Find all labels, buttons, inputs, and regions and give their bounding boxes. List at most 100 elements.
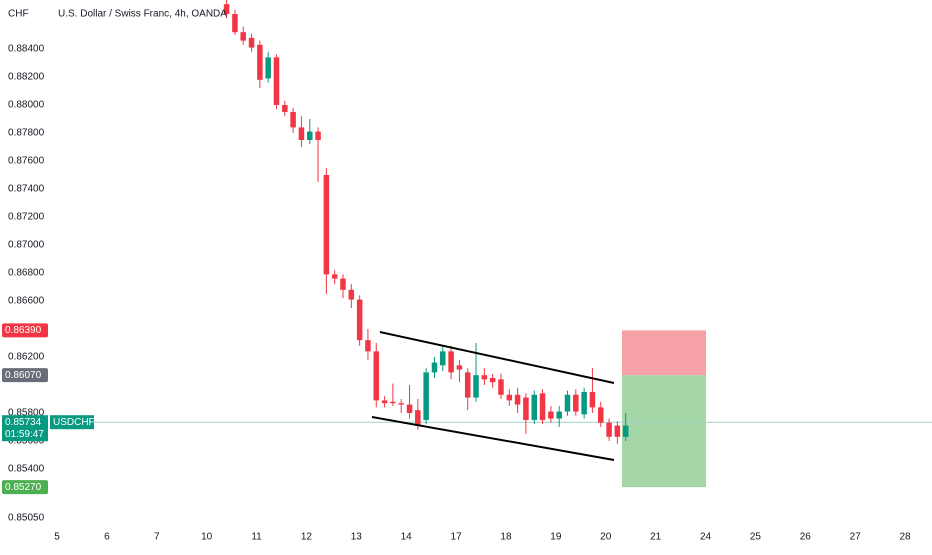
channel-upper bbox=[379, 331, 615, 384]
candle-body bbox=[323, 174, 330, 275]
x-tick-label: 11 bbox=[251, 532, 262, 543]
candle-body bbox=[548, 411, 554, 419]
symbol-badge: USDCHF bbox=[53, 417, 95, 428]
candle-body bbox=[315, 131, 321, 140]
candle-body bbox=[489, 377, 496, 383]
x-tick-label: 27 bbox=[850, 532, 862, 543]
x-tick-label: 24 bbox=[700, 532, 712, 543]
y-tick-label: 0.87400 bbox=[8, 184, 45, 195]
candle-body bbox=[415, 410, 421, 426]
candle-body bbox=[390, 401, 396, 404]
candle-body bbox=[340, 278, 346, 290]
y-tick-label: 0.85050 bbox=[8, 513, 45, 524]
candle-body bbox=[406, 404, 413, 413]
candle-body bbox=[398, 403, 404, 405]
candle-body bbox=[581, 391, 587, 415]
candle-body bbox=[356, 299, 363, 341]
x-tick-label: 25 bbox=[750, 532, 762, 543]
candle-body bbox=[248, 37, 255, 48]
candle-body bbox=[539, 393, 546, 420]
candle-body bbox=[348, 289, 355, 300]
currency-label: CHF bbox=[8, 9, 29, 20]
x-tick-label: 26 bbox=[800, 532, 812, 543]
y-tick-label: 0.86600 bbox=[8, 296, 45, 307]
entry-price-label: 0.86070 bbox=[5, 370, 42, 381]
stop-price-label: 0.86390 bbox=[5, 325, 42, 336]
candle-body bbox=[573, 394, 579, 412]
candle-body bbox=[365, 340, 371, 352]
candle-body bbox=[606, 422, 612, 437]
y-tick-label: 0.87000 bbox=[8, 240, 45, 251]
y-tick-label: 0.85800 bbox=[8, 408, 45, 419]
x-tick-label: 13 bbox=[351, 532, 363, 543]
candle-body bbox=[531, 394, 538, 420]
x-tick-label: 6 bbox=[104, 532, 110, 543]
chart-title: U.S. Dollar / Swiss Franc, 4h, OANDA bbox=[58, 9, 227, 20]
x-tick-label: 20 bbox=[600, 532, 612, 543]
candle-body bbox=[223, 4, 230, 14]
x-tick-label: 28 bbox=[899, 532, 911, 543]
candle-body bbox=[331, 274, 338, 279]
candle-body bbox=[373, 351, 380, 401]
candle-body bbox=[298, 127, 305, 140]
x-tick-label: 7 bbox=[154, 532, 160, 543]
candle-body bbox=[456, 365, 463, 370]
candle-body bbox=[523, 397, 529, 420]
y-tick-label: 0.88000 bbox=[8, 100, 45, 111]
candle-body bbox=[464, 372, 471, 398]
current-price-bg bbox=[2, 415, 48, 442]
y-tick-label: 0.87600 bbox=[8, 156, 45, 167]
candle-body bbox=[514, 394, 521, 405]
candle-body bbox=[556, 411, 562, 419]
candle-body bbox=[265, 57, 271, 79]
candle-body bbox=[473, 375, 479, 398]
candle-body bbox=[307, 131, 313, 140]
x-tick-label: 17 bbox=[451, 532, 463, 543]
target-price-label: 0.85270 bbox=[5, 482, 42, 493]
candle-body bbox=[498, 379, 504, 395]
candle-body bbox=[257, 44, 263, 80]
y-tick-label: 0.85400 bbox=[8, 464, 45, 475]
symbol-badge-bg bbox=[50, 415, 94, 430]
y-tick-label: 0.88200 bbox=[8, 72, 45, 83]
candle-body bbox=[431, 362, 438, 373]
candle-body bbox=[598, 407, 604, 423]
plot-area bbox=[52, 0, 932, 488]
candle-body bbox=[232, 13, 238, 33]
candle-body bbox=[423, 372, 429, 420]
stop-zone bbox=[622, 330, 706, 376]
candle-body bbox=[448, 351, 454, 373]
y-tick-label: 0.87800 bbox=[8, 128, 45, 139]
countdown: 01:59:47 bbox=[5, 429, 44, 440]
stop-price-label-bg bbox=[2, 323, 48, 338]
entry-price-label-bg bbox=[2, 368, 48, 383]
candle-body bbox=[564, 394, 571, 412]
channel-lower bbox=[371, 416, 615, 461]
candle-body bbox=[240, 32, 246, 41]
candle-body bbox=[381, 400, 388, 404]
current-price-label: 0.85734 bbox=[5, 417, 42, 428]
candle-body bbox=[622, 425, 629, 437]
y-tick-label: 0.86200 bbox=[8, 352, 45, 363]
x-tick-label: 10 bbox=[201, 532, 213, 543]
target-price-label-bg bbox=[2, 480, 48, 495]
y-tick-label: 0.87200 bbox=[8, 212, 45, 223]
candle-body bbox=[290, 111, 296, 128]
candle-body bbox=[506, 394, 513, 401]
candle-body bbox=[440, 351, 446, 366]
x-tick-label: 18 bbox=[500, 532, 512, 543]
candle-body bbox=[614, 425, 621, 437]
candle-body bbox=[589, 391, 596, 408]
x-tick-label: 21 bbox=[650, 532, 662, 543]
y-tick-label: 0.88400 bbox=[8, 44, 45, 55]
x-tick-label: 19 bbox=[550, 532, 562, 543]
y-tick-label: 0.86800 bbox=[8, 268, 45, 279]
candle-body bbox=[282, 104, 288, 112]
x-tick-label: 5 bbox=[54, 532, 60, 543]
x-tick-label: 12 bbox=[301, 532, 313, 543]
target-zone bbox=[622, 375, 706, 488]
x-tick-label: 14 bbox=[401, 532, 413, 543]
